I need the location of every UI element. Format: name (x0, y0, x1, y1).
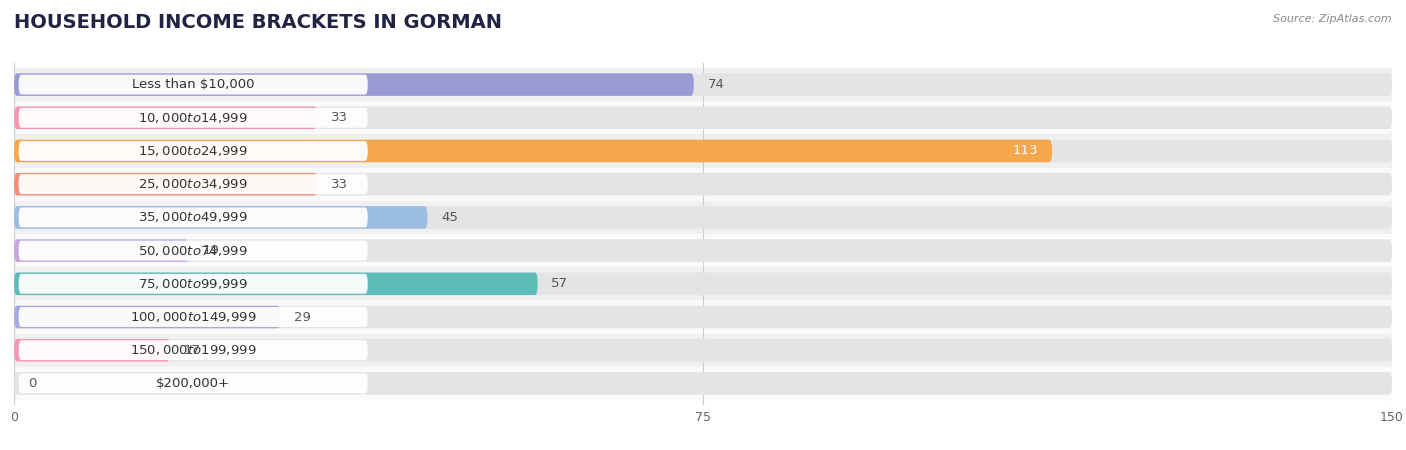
FancyBboxPatch shape (14, 306, 1392, 328)
Text: $100,000 to $149,999: $100,000 to $149,999 (129, 310, 256, 324)
Text: $10,000 to $14,999: $10,000 to $14,999 (138, 111, 247, 125)
FancyBboxPatch shape (14, 273, 537, 295)
FancyBboxPatch shape (14, 73, 693, 96)
FancyBboxPatch shape (18, 174, 368, 194)
FancyBboxPatch shape (18, 207, 368, 227)
Text: $25,000 to $34,999: $25,000 to $34,999 (138, 177, 247, 191)
FancyBboxPatch shape (18, 274, 368, 294)
FancyBboxPatch shape (14, 107, 318, 129)
Text: $200,000+: $200,000+ (156, 377, 231, 390)
FancyBboxPatch shape (18, 374, 368, 393)
FancyBboxPatch shape (14, 273, 1392, 295)
Bar (14, 367, 1392, 400)
Text: 0: 0 (28, 377, 37, 390)
Text: 33: 33 (330, 111, 347, 124)
FancyBboxPatch shape (14, 239, 188, 262)
Text: $50,000 to $74,999: $50,000 to $74,999 (138, 243, 247, 257)
FancyBboxPatch shape (14, 339, 1392, 361)
FancyBboxPatch shape (14, 173, 318, 195)
FancyBboxPatch shape (14, 306, 280, 328)
FancyBboxPatch shape (14, 140, 1392, 162)
Text: Less than $10,000: Less than $10,000 (132, 78, 254, 91)
FancyBboxPatch shape (18, 241, 368, 261)
FancyBboxPatch shape (14, 140, 1052, 162)
Bar (14, 135, 1392, 167)
Bar (14, 333, 1392, 367)
FancyBboxPatch shape (14, 239, 1392, 262)
Text: 19: 19 (202, 244, 219, 257)
Text: $75,000 to $99,999: $75,000 to $99,999 (138, 277, 247, 291)
FancyBboxPatch shape (14, 372, 1392, 395)
Text: 29: 29 (294, 310, 311, 324)
Bar (14, 167, 1392, 201)
FancyBboxPatch shape (14, 173, 1392, 195)
Text: 74: 74 (707, 78, 724, 91)
FancyBboxPatch shape (14, 206, 1392, 229)
Text: HOUSEHOLD INCOME BRACKETS IN GORMAN: HOUSEHOLD INCOME BRACKETS IN GORMAN (14, 14, 502, 32)
Text: 33: 33 (330, 178, 347, 191)
Text: 57: 57 (551, 277, 568, 290)
FancyBboxPatch shape (18, 108, 368, 128)
Bar (14, 301, 1392, 333)
FancyBboxPatch shape (18, 307, 368, 327)
FancyBboxPatch shape (18, 340, 368, 360)
Text: $35,000 to $49,999: $35,000 to $49,999 (138, 211, 247, 225)
Bar (14, 68, 1392, 101)
Text: $15,000 to $24,999: $15,000 to $24,999 (138, 144, 247, 158)
FancyBboxPatch shape (14, 107, 1392, 129)
Bar (14, 267, 1392, 301)
Text: 17: 17 (184, 344, 201, 357)
Bar (14, 201, 1392, 234)
Bar (14, 101, 1392, 135)
Text: 113: 113 (1012, 144, 1038, 158)
Text: 45: 45 (441, 211, 458, 224)
FancyBboxPatch shape (18, 75, 368, 94)
FancyBboxPatch shape (14, 73, 1392, 96)
FancyBboxPatch shape (14, 339, 170, 361)
Bar (14, 234, 1392, 267)
Text: $150,000 to $199,999: $150,000 to $199,999 (129, 343, 256, 357)
FancyBboxPatch shape (14, 206, 427, 229)
Text: Source: ZipAtlas.com: Source: ZipAtlas.com (1274, 14, 1392, 23)
FancyBboxPatch shape (18, 141, 368, 161)
